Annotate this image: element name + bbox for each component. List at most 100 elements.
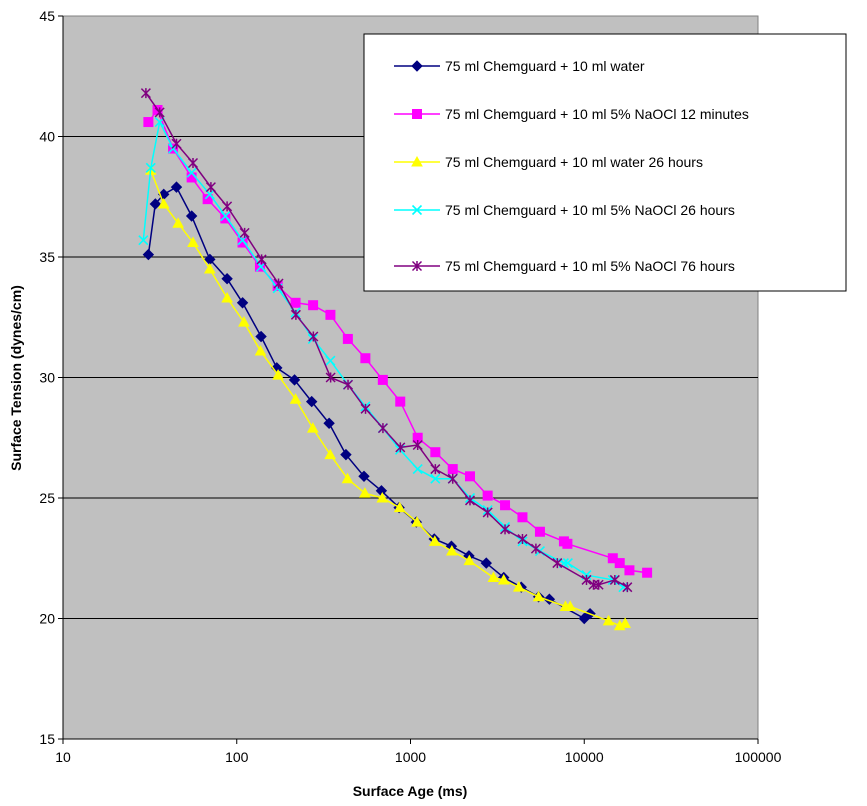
data-point bbox=[145, 162, 156, 173]
data-point bbox=[412, 439, 423, 451]
x-tick-label: 100 bbox=[225, 749, 249, 765]
data-point bbox=[342, 333, 353, 344]
data-point bbox=[562, 558, 573, 569]
legend-marker bbox=[411, 204, 423, 216]
data-point bbox=[236, 297, 249, 309]
legend-entry: 75 ml Chemguard + 10 ml 5% NaOCl 26 hour… bbox=[394, 202, 735, 218]
data-point bbox=[517, 512, 528, 523]
data-point bbox=[602, 614, 615, 626]
data-point bbox=[487, 571, 500, 583]
data-point bbox=[534, 526, 545, 537]
data-point bbox=[497, 573, 510, 585]
legend-box bbox=[363, 33, 847, 292]
data-point bbox=[618, 582, 629, 593]
x-tick-label: 1000 bbox=[395, 749, 426, 765]
legend-label: 75 ml Chemguard + 10 ml 5% NaOCl 76 hour… bbox=[445, 258, 735, 274]
data-point bbox=[238, 316, 250, 327]
data-point bbox=[273, 278, 284, 289]
legend-marker bbox=[411, 60, 423, 72]
data-point bbox=[377, 423, 388, 434]
data-point bbox=[323, 417, 335, 429]
data-point bbox=[447, 473, 458, 484]
data-point bbox=[622, 582, 633, 593]
legend: 75 ml Chemguard + 10 ml water 75 ml Chemg… bbox=[363, 33, 847, 292]
data-point bbox=[289, 393, 302, 404]
legend-entry: 75 ml Chemguard + 10 ml 5% NaOCl 76 hour… bbox=[394, 258, 735, 274]
data-point bbox=[642, 567, 653, 578]
data-point bbox=[430, 447, 441, 458]
data-point bbox=[171, 138, 182, 149]
data-point bbox=[482, 507, 493, 518]
data-point bbox=[140, 88, 151, 99]
data-point bbox=[447, 464, 458, 475]
data-point bbox=[360, 353, 371, 364]
data-point bbox=[512, 581, 525, 592]
data-point bbox=[222, 201, 233, 212]
data-point bbox=[609, 574, 620, 585]
data-point bbox=[220, 210, 231, 222]
legend-marker bbox=[411, 260, 423, 272]
data-point bbox=[412, 464, 423, 475]
data-point bbox=[530, 543, 541, 554]
data-point bbox=[614, 558, 625, 569]
x-axis-title: Surface Age (ms) bbox=[353, 783, 468, 799]
data-point bbox=[325, 372, 336, 383]
data-point bbox=[220, 213, 231, 224]
legend-marker bbox=[411, 155, 423, 167]
y-tick-label: 15 bbox=[39, 731, 55, 747]
data-point bbox=[205, 182, 216, 193]
data-point bbox=[239, 227, 250, 238]
axes: 15 20 25 30 35 40 45 10 100 1000 10000 100000 bbox=[39, 8, 781, 765]
data-point bbox=[256, 254, 267, 265]
data-point bbox=[143, 117, 154, 128]
y-tick-label: 20 bbox=[39, 611, 55, 627]
data-point bbox=[172, 217, 185, 228]
data-point bbox=[306, 422, 319, 433]
data-point bbox=[564, 600, 577, 611]
y-tick-label: 40 bbox=[39, 129, 55, 145]
data-point bbox=[517, 533, 528, 545]
data-point bbox=[186, 167, 197, 178]
data-point bbox=[358, 487, 371, 498]
data-point bbox=[221, 272, 233, 285]
data-point bbox=[157, 197, 170, 209]
data-point bbox=[142, 248, 155, 261]
series-layer bbox=[138, 88, 653, 631]
data-point bbox=[358, 470, 370, 483]
legend-label: 75 ml Chemguard + 10 ml 5% NaOCl 26 hour… bbox=[445, 202, 735, 218]
data-point bbox=[237, 235, 248, 246]
data-point bbox=[619, 617, 632, 628]
data-point bbox=[482, 490, 493, 501]
data-point bbox=[221, 291, 233, 303]
legend-label: 75 ml Chemguard + 10 ml water bbox=[445, 58, 645, 74]
data-point bbox=[305, 395, 318, 408]
data-point bbox=[290, 309, 301, 320]
legend-entry: 75 ml Chemguard + 10 ml water bbox=[394, 58, 645, 74]
data-point bbox=[463, 554, 476, 566]
data-point bbox=[290, 297, 301, 308]
legend-label: 75 ml Chemguard + 10 ml 5% NaOCl 12 minu… bbox=[445, 106, 749, 122]
data-point bbox=[237, 237, 248, 248]
y-tick-label: 35 bbox=[39, 249, 55, 265]
data-point bbox=[430, 473, 441, 484]
y-axis-title: Surface Tension (dynes/cm) bbox=[8, 285, 24, 471]
data-point bbox=[272, 369, 284, 380]
data-point bbox=[624, 565, 635, 576]
legend-label: 75 ml Chemguard + 10 ml water 26 hours bbox=[445, 154, 703, 170]
series-line bbox=[147, 186, 591, 620]
data-point bbox=[376, 491, 389, 503]
legend-marker bbox=[412, 109, 422, 119]
data-point bbox=[480, 557, 492, 569]
data-point bbox=[395, 442, 406, 453]
legend-entry: 75 ml Chemguard + 10 ml 5% NaOCl 12 minu… bbox=[394, 106, 749, 122]
data-point bbox=[552, 558, 563, 569]
data-point bbox=[170, 181, 183, 193]
data-point bbox=[324, 448, 337, 460]
x-tick-label: 100000 bbox=[735, 749, 782, 765]
data-point bbox=[430, 464, 441, 475]
data-point bbox=[532, 590, 545, 602]
data-point bbox=[185, 210, 198, 222]
data-point bbox=[395, 396, 406, 407]
data-point bbox=[187, 157, 199, 169]
